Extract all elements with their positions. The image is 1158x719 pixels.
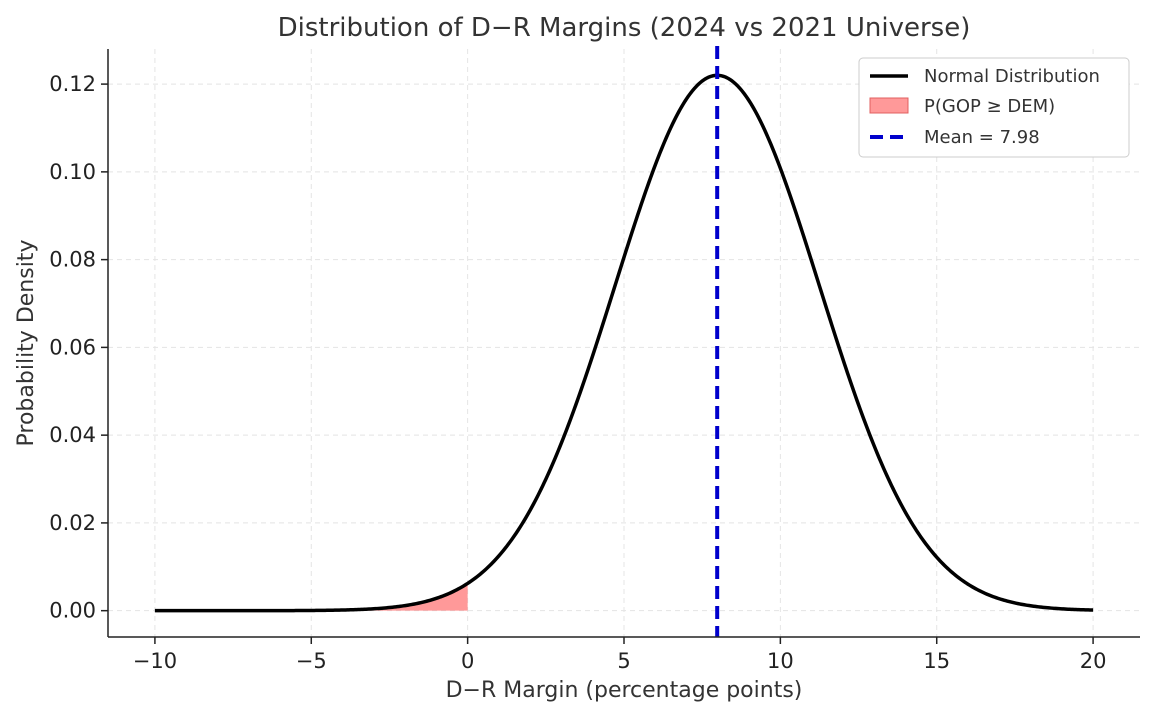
legend-label-mean: Mean = 7.98 [924, 127, 1040, 148]
x-tick-label: 10 [767, 649, 794, 673]
y-tick-label: 0.10 [49, 160, 96, 184]
chart-title: Distribution of D−R Margins (2024 vs 202… [278, 13, 971, 43]
x-tick-label: 20 [1080, 649, 1107, 673]
y-tick-label: 0.12 [49, 72, 96, 96]
x-tick-label: −5 [296, 649, 327, 673]
y-tick-label: 0.04 [49, 423, 96, 447]
y-tick-label: 0.02 [49, 511, 96, 535]
y-tick-label: 0.06 [49, 335, 96, 359]
y-tick-label: 0.08 [49, 248, 96, 272]
x-tick-label: 0 [461, 649, 474, 673]
x-tick-label: 15 [923, 649, 950, 673]
x-tick-label: −10 [133, 649, 177, 673]
legend-label-gop-win: P(GOP ≥ DEM) [924, 96, 1055, 117]
legend-box [858, 57, 1130, 158]
y-ticks: 0.00 0.02 0.04 0.06 0.08 0.10 0.12 [49, 72, 108, 623]
normal-distribution-curve [154, 73, 1094, 613]
legend-label-normal-distribution: Normal Distribution [924, 66, 1100, 87]
y-tick-label: 0.00 [49, 599, 96, 623]
x-axis-label: D−R Margin (percentage points) [446, 678, 803, 703]
shaded-region-gop-win [154, 583, 468, 611]
legend: Normal Distribution P(GOP ≥ DEM) Mean = … [858, 57, 1130, 158]
x-tick-label: 5 [617, 649, 630, 673]
x-ticks: −10 −5 0 5 10 15 20 [133, 637, 1107, 673]
plot-area [154, 46, 1094, 637]
legend-swatch-gop-win [869, 97, 909, 114]
y-axis-label: Probability Density [14, 240, 39, 447]
grid [108, 49, 1140, 637]
